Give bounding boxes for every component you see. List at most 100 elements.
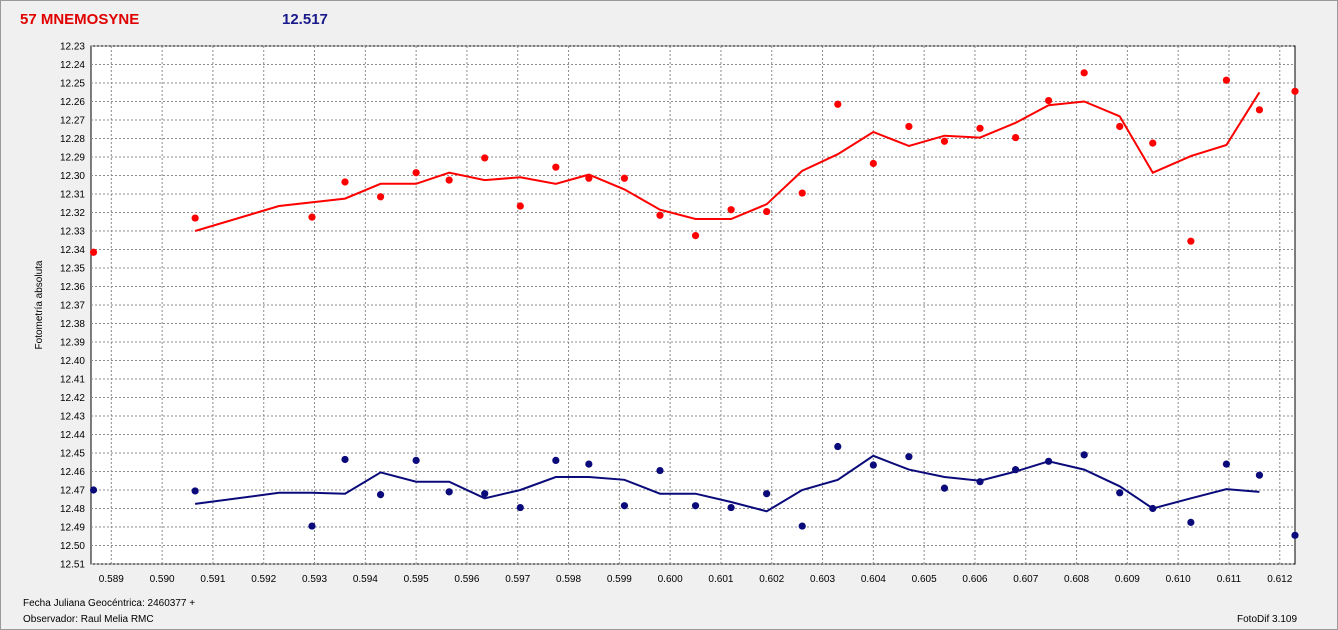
y-tick-label: 12.31 [60,190,85,201]
series-2-point [445,488,453,496]
x-tick-label: 0.602 [759,574,784,585]
series-1-point [763,207,771,216]
series-1-point [89,248,98,256]
series-1-point [1080,69,1088,77]
series-1-point [905,122,913,131]
observer-label: Observador: Raul Melia RMC [23,614,154,625]
series-2-point [1116,489,1124,497]
x-tick-label: 0.612 [1267,574,1292,585]
y-tick-label: 12.37 [60,301,85,312]
x-tick-label: 0.595 [404,574,429,585]
series-1-point [191,214,199,222]
series-2-point [763,490,771,498]
series-2-point [341,455,349,464]
series-2-point [1149,504,1157,513]
y-tick-label: 12.32 [60,208,85,219]
x-tick-label: 0.611 [1217,574,1242,585]
series-2-point [976,478,984,486]
y-tick-label: 12.45 [60,449,85,460]
x-tick-label: 0.594 [353,574,378,585]
series-2-point [1255,471,1264,479]
y-tick-label: 12.29 [60,153,85,164]
x-tick-label: 0.604 [861,574,886,585]
series-1-point [1222,76,1231,84]
series-2-point [727,503,735,512]
series-2-point [656,466,664,475]
series-1-line [194,91,1261,232]
x-tick-label: 0.599 [607,574,632,585]
series-1-point [940,137,949,145]
software-label: FotoDif 3.109 [1237,614,1298,625]
x-tick-label: 0.610 [1166,574,1191,585]
x-tick-label: 0.598 [556,574,581,585]
y-tick-label: 12.26 [60,97,85,108]
y-tick-label: 12.47 [60,486,85,497]
series-1-point [412,169,420,177]
object-magnitude: 12.517 [282,11,328,28]
y-tick-label: 12.49 [60,523,85,534]
y-tick-label: 12.43 [60,412,85,423]
x-tick-label: 0.609 [1115,574,1140,585]
x-tick-label: 0.591 [200,574,225,585]
x-tick-label: 0.589 [99,574,124,585]
series-1-point [1149,139,1157,147]
series-2-point [1080,451,1088,459]
series-2-point [798,522,806,530]
y-tick-label: 12.39 [60,338,85,349]
series-1-point [1255,106,1264,114]
y-tick-label: 12.38 [60,319,85,330]
series-2-point [308,522,316,530]
x-tick-label: 0.590 [150,574,175,585]
y-tick-label: 12.34 [60,245,85,256]
series-1-point [976,124,984,132]
series-1-point [1291,87,1299,95]
y-tick-label: 12.48 [60,504,85,515]
x-tick-label: 0.596 [454,574,479,585]
series-1-point [869,159,877,168]
y-tick-label: 12.27 [60,116,85,127]
y-tick-label: 12.35 [60,264,85,275]
series-1-point [691,232,700,240]
series-1-point [308,213,316,221]
series-2-point [516,503,524,512]
y-tick-label: 12.46 [60,467,85,478]
y-tick-label: 12.50 [60,541,85,552]
x-tick-label: 0.593 [302,574,327,585]
series-2-point [552,456,560,464]
y-tick-label: 12.44 [60,430,85,441]
series-2-point [905,453,913,461]
series-1-point [376,193,385,201]
series-1-point [620,174,629,182]
x-tick-label: 0.601 [708,574,733,585]
y-tick-label: 12.40 [60,356,85,367]
series-2-point [1187,518,1195,526]
series-2-point [1045,457,1053,465]
y-tick-label: 12.24 [60,60,85,71]
series-2-point [412,456,420,464]
y-tick-label: 12.25 [60,79,85,90]
series-2-point [191,487,199,495]
x-tick-label: 0.605 [912,574,937,585]
y-axis-label: Fotometría absoluta [34,260,45,349]
series-2-point [834,442,842,451]
series-1-point [1116,122,1124,131]
series-1-point [481,154,489,162]
x-tick-label: 0.592 [251,574,276,585]
series-1-point [656,211,664,219]
series-2-point [481,490,489,498]
series-1-point [516,202,524,210]
series-1-point [1011,133,1020,142]
x-tick-label: 0.603 [810,574,835,585]
series-1-point [834,100,842,108]
series-1-point [585,174,593,182]
y-tick-label: 12.30 [60,171,85,182]
series-2-point [940,484,949,492]
x-tick-label: 0.606 [962,574,987,585]
series-1-point [552,163,560,171]
y-tick-label: 12.28 [60,134,85,145]
x-tick-label: 0.597 [505,574,530,585]
y-tick-label: 12.33 [60,227,85,238]
series-2-point [691,502,700,510]
